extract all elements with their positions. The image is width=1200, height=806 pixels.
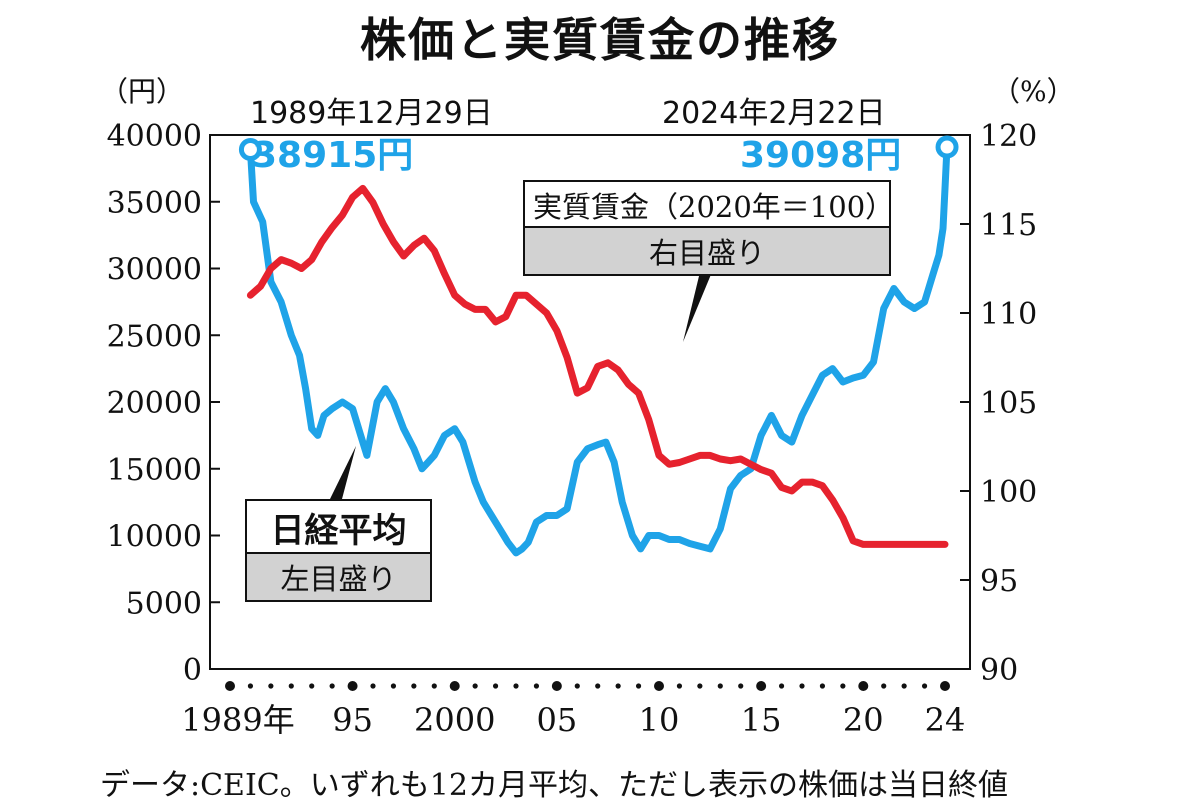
x-tick-label: 05 xyxy=(536,701,577,739)
nikkei-label: 日経平均 xyxy=(247,501,430,552)
x-major-dot xyxy=(551,681,562,691)
wage-label-box: 実質賃金（2020年＝100） 右目盛り xyxy=(523,180,894,276)
x-tick-label: 24 xyxy=(925,701,966,739)
x-tick-label: 2000 xyxy=(414,701,495,739)
x-minor-dot xyxy=(901,683,907,689)
end-value-label: 39098円 xyxy=(740,135,902,176)
x-minor-dot xyxy=(676,683,683,689)
start-point-marker xyxy=(238,137,262,161)
x-minor-dot xyxy=(615,683,621,689)
x-minor-dot xyxy=(819,683,826,689)
x-minor-dot xyxy=(513,683,519,689)
x-minor-dot xyxy=(431,683,437,689)
right-tick-label: 110 xyxy=(980,297,1037,332)
x-minor-dot xyxy=(921,683,928,689)
right-tick-label: 105 xyxy=(980,386,1037,421)
end-point-marker xyxy=(935,135,959,159)
right-tick-label: 100 xyxy=(980,475,1037,510)
x-minor-dot xyxy=(411,683,417,689)
x-major-dot xyxy=(654,681,664,691)
wage-series-line xyxy=(246,184,949,548)
x-minor-dot xyxy=(390,683,397,689)
right-tick-label: 120 xyxy=(980,119,1037,154)
source-note: データ:CEIC。いずれも12カ月平均、ただし表示の株価は当日終値 xyxy=(100,768,1008,803)
x-major-dot xyxy=(858,681,869,691)
wage-callout-pointer xyxy=(683,272,712,342)
wage-label: 実質賃金（2020年＝100） xyxy=(525,182,894,226)
x-minor-dot xyxy=(492,683,499,689)
left-tick-label: 35000 xyxy=(107,186,202,221)
x-minor-dot xyxy=(574,683,580,689)
left-tick-label: 25000 xyxy=(107,319,202,354)
x-minor-dot xyxy=(288,683,294,689)
start-value-label: 38915円 xyxy=(252,135,414,176)
x-minor-dot xyxy=(881,683,887,689)
x-minor-dot xyxy=(840,683,846,689)
start-date-label: 1989年12月29日 xyxy=(250,96,493,131)
x-minor-dot xyxy=(472,683,478,689)
x-major-dot xyxy=(347,681,358,691)
left-tick-label: 20000 xyxy=(107,386,202,421)
left-tick-label: 5000 xyxy=(126,586,202,621)
nikkei-label-box: 日経平均 左目盛り xyxy=(245,499,432,602)
right-tick-label: 90 xyxy=(980,653,1018,688)
nikkei-callout-pointer xyxy=(330,446,356,499)
wage-axis-note: 右目盛り xyxy=(525,226,889,274)
x-major-dot xyxy=(449,681,460,691)
left-tick-label: 15000 xyxy=(107,453,202,488)
x-minor-dot xyxy=(309,683,315,689)
right-axis-unit: （%） xyxy=(992,75,1075,108)
chart-title: 株価と実質賃金の推移 xyxy=(360,13,840,67)
end-date-label: 2024年2月22日 xyxy=(662,96,886,131)
x-tick-label: 10 xyxy=(639,701,680,739)
x-minor-dot xyxy=(717,683,723,689)
x-minor-dot xyxy=(329,683,335,689)
x-minor-dot xyxy=(799,683,805,689)
x-tick-label: 15 xyxy=(741,701,782,739)
nikkei-series-line xyxy=(246,143,951,557)
left-axis-unit: （円） xyxy=(100,75,185,108)
nikkei-axis-note: 左目盛り xyxy=(247,552,430,600)
x-minor-dot xyxy=(635,683,642,689)
x-minor-dot xyxy=(697,683,703,689)
left-tick-label: 10000 xyxy=(107,520,202,555)
x-tick-label: 95 xyxy=(332,701,373,739)
x-minor-dot xyxy=(370,683,376,689)
right-tick-label: 115 xyxy=(980,208,1037,243)
x-major-dot xyxy=(940,681,950,691)
x-minor-dot xyxy=(268,683,274,689)
x-tick-label: 20 xyxy=(843,701,884,739)
x-major-dot xyxy=(756,681,767,691)
left-tick-label: 40000 xyxy=(107,119,202,154)
x-minor-dot xyxy=(738,683,744,689)
x-tick-label: 1989年 xyxy=(181,701,294,739)
x-major-dot xyxy=(225,681,235,691)
x-minor-dot xyxy=(533,683,540,689)
x-minor-dot xyxy=(778,683,785,689)
right-tick-label: 95 xyxy=(980,564,1018,599)
left-tick-label: 30000 xyxy=(107,253,202,288)
left-tick-label: 0 xyxy=(183,653,202,688)
x-minor-dot xyxy=(247,683,254,689)
x-minor-dot xyxy=(595,683,601,689)
